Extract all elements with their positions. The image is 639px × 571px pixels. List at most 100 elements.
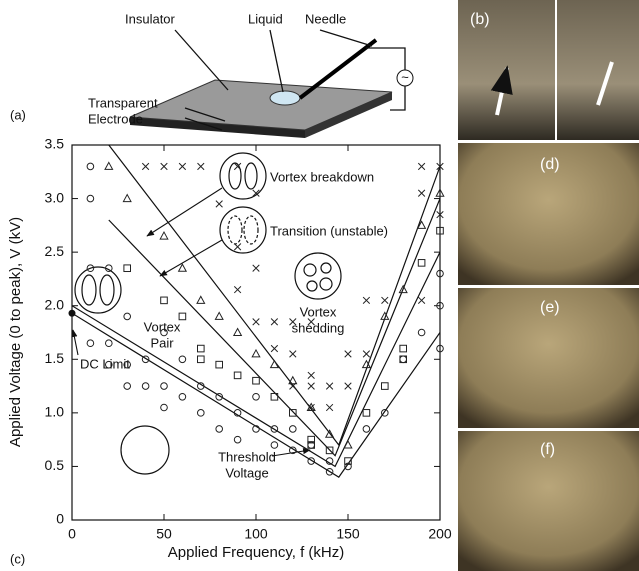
schematic: ~ Insulator Liquid Needle Transparent El…: [10, 11, 413, 138]
point: [253, 265, 260, 272]
point: [290, 426, 297, 433]
panel-label: (d): [540, 156, 560, 173]
x-tick-label: 0: [68, 526, 76, 542]
point: [197, 296, 205, 303]
point: [179, 264, 187, 271]
point: [418, 190, 425, 197]
point: [160, 232, 168, 239]
vortex-icon: [245, 163, 257, 189]
y-axis-label: Applied Voltage (0 to peak), V (kV): [7, 217, 24, 447]
vortex-icon: [244, 216, 258, 244]
point: [87, 163, 94, 170]
point: [216, 426, 223, 433]
drop-outline: [121, 426, 169, 474]
point: [234, 329, 242, 336]
dc-point: [69, 310, 76, 317]
point: [271, 318, 278, 325]
point: [252, 350, 260, 357]
point: [179, 393, 186, 400]
point: [234, 372, 241, 379]
point: [418, 297, 425, 304]
label: Electrode: [88, 111, 143, 126]
point: [382, 383, 389, 390]
photos: (b) (d) (e) (f): [458, 0, 639, 571]
point: [142, 383, 149, 390]
point: [290, 351, 297, 358]
label: Transparent: [88, 95, 158, 110]
point: [271, 442, 278, 449]
point: [161, 163, 168, 170]
point: [326, 383, 333, 390]
point: [363, 297, 370, 304]
wire: [366, 48, 405, 70]
annotation: Vortex breakdown: [270, 169, 374, 184]
vortex-icon: [229, 163, 241, 189]
point: [308, 372, 315, 379]
y-tick-label: 3.5: [45, 136, 65, 152]
y-tick-label: 3.0: [45, 189, 65, 205]
point: [142, 163, 149, 170]
point: [234, 286, 241, 293]
point: [363, 426, 370, 433]
point: [179, 163, 186, 170]
annotation: Pair: [150, 335, 174, 350]
figure: ~ Insulator Liquid Needle Transparent El…: [0, 0, 639, 571]
point: [124, 313, 131, 320]
vortex-icon: [320, 278, 332, 290]
vortex-icon: [82, 275, 96, 305]
vortex-icon: [220, 153, 266, 199]
point: [253, 377, 260, 384]
point: [123, 195, 131, 202]
x-tick-label: 100: [244, 526, 268, 542]
panel-label: (f): [540, 441, 555, 458]
point: [400, 356, 407, 363]
photo: [557, 0, 639, 140]
point: [198, 345, 205, 352]
point: [308, 383, 315, 390]
annotation: Threshold: [218, 449, 276, 464]
point: [363, 410, 370, 417]
point: [418, 163, 425, 170]
point: [198, 163, 205, 170]
wire: [390, 86, 405, 110]
annotation: Transition (unstable): [270, 223, 388, 238]
point: [418, 260, 425, 267]
annotation: Vortex: [144, 319, 181, 334]
y-tick-label: 1.5: [45, 350, 65, 366]
point: [290, 410, 297, 417]
point: [198, 410, 205, 417]
label: Liquid: [248, 11, 283, 26]
point: [326, 404, 333, 411]
ac-symbol: ~: [401, 69, 409, 84]
point: [382, 297, 389, 304]
point: [289, 377, 297, 384]
panel-label: (b): [470, 11, 490, 28]
point: [105, 162, 113, 169]
x-tick-label: 200: [428, 526, 452, 542]
y-tick-label: 0: [56, 511, 64, 527]
label: Insulator: [125, 11, 176, 26]
leader: [320, 30, 372, 46]
panel-label: (c): [10, 551, 25, 566]
annotation: Vortex: [300, 304, 337, 319]
vortex-icon: [220, 207, 266, 253]
vortex-icon: [304, 264, 316, 276]
point: [161, 404, 168, 411]
point: [234, 436, 241, 443]
y-tick-label: 1.0: [45, 404, 65, 420]
leader: [175, 30, 228, 90]
x-axis-label: Applied Frequency, f (kHz): [168, 544, 344, 561]
point: [124, 383, 131, 390]
annotation: Voltage: [225, 465, 268, 480]
point: [418, 329, 425, 336]
plot: (c) Applied Frequency, f (kHz) Applied V…: [7, 136, 452, 567]
point: [198, 356, 205, 363]
point: [161, 297, 168, 304]
point: [106, 340, 113, 347]
point: [216, 201, 223, 208]
point: [271, 345, 278, 352]
y-tick-label: 0.5: [45, 457, 65, 473]
arrow: [147, 188, 222, 236]
point: [253, 393, 260, 400]
panel-label: (e): [540, 299, 560, 316]
